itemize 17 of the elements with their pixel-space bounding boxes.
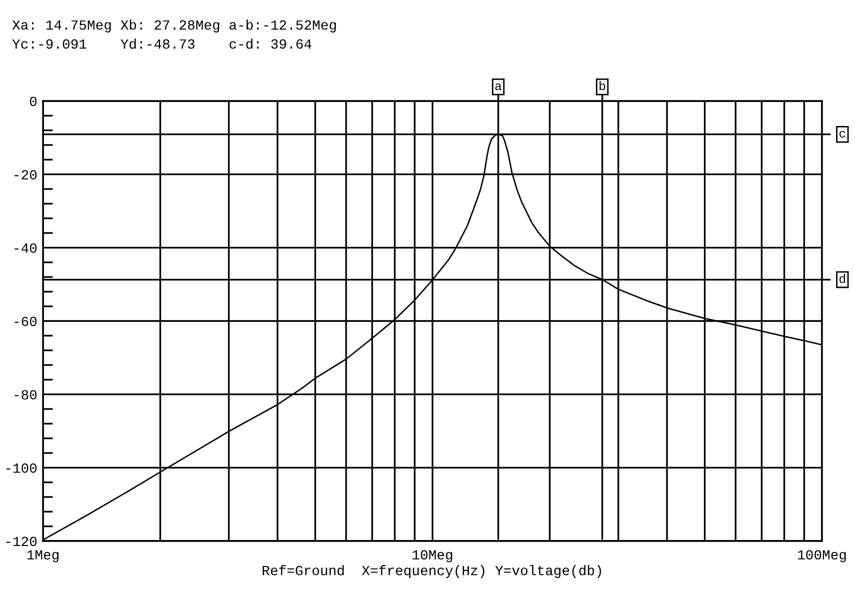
y-tick-label: -40 — [14, 243, 37, 253]
text: Yc:-9.091 Yd:-48.73 c-d: 39.64 — [12, 38, 312, 49]
x-tick-label: 10Meg — [412, 550, 452, 562]
y-tick-label: -120 — [6, 536, 37, 546]
y-tick-label: -60 — [14, 316, 37, 326]
y-tick-label: -100 — [6, 463, 37, 473]
y-tick-label: -20 — [14, 170, 37, 180]
ref-line-label: a — [495, 83, 502, 90]
y-tick-label: -80 — [14, 390, 37, 400]
ref-line-label: d — [840, 274, 846, 284]
ref-line-label: c — [839, 130, 846, 138]
x-axis-title: Ref=Ground X=frequency(Hz) Y=voltage(db) — [262, 565, 602, 578]
text: Xa: 14.75Meg Xb: 27.28Meg a-b:-12.52Meg — [12, 20, 336, 32]
x-tick-label: 100Meg — [798, 550, 846, 562]
y-tick-label: 0 — [30, 96, 37, 106]
x-tick-label: 1Meg — [27, 550, 58, 562]
ref-line-label: b — [600, 81, 606, 90]
